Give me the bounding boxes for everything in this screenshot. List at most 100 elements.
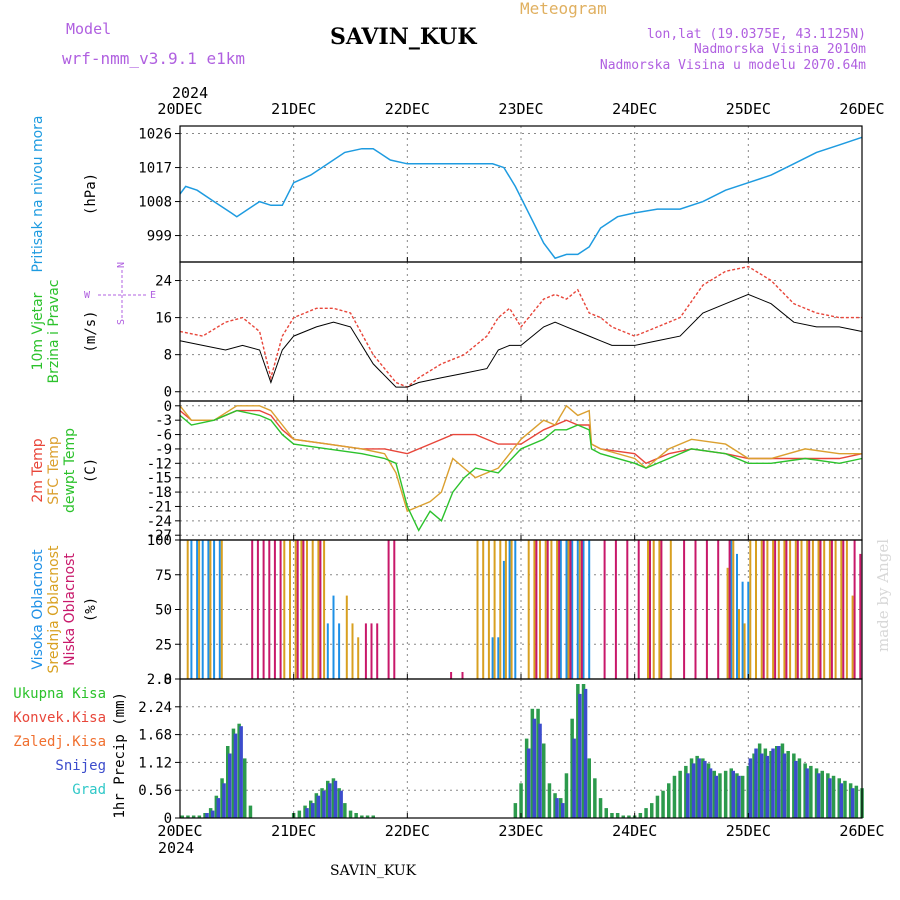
bar [627,815,631,818]
bar [256,540,259,679]
bar [644,808,648,818]
bar [228,753,232,818]
bar [237,723,241,818]
bar [542,743,546,818]
bar [703,760,707,818]
bar [216,798,221,818]
bar [289,540,291,679]
bar [502,560,505,679]
bar [780,743,785,818]
credit-label: made by Angel [874,539,892,652]
bar [728,540,731,679]
bar [578,693,582,818]
bar [314,793,319,818]
bar [208,808,213,818]
bar [186,815,190,818]
bar [191,815,196,818]
bar [763,748,768,818]
bar [207,540,210,679]
station-title: SAVIN_KUK [330,24,477,50]
bar [201,540,204,679]
y-tick-label: -24 [147,514,172,530]
y-tick-label: 1017 [138,161,172,177]
bar [326,780,330,818]
y-tick-label: 1.68 [138,728,172,744]
bar [576,540,579,679]
panel-frame [179,261,863,402]
bar [794,760,798,818]
bar [268,540,271,679]
y-tick-label: -15 [147,471,172,487]
y-tick-label: 75 [155,568,172,584]
bar [306,540,308,679]
bar [243,758,247,818]
side-label: Niska Oblacnost [62,553,78,666]
y-tick-label: 0 [164,399,172,415]
bar [205,813,209,818]
bar [655,795,660,818]
bar [357,637,360,679]
compass-w: W [84,290,91,301]
bar [524,738,529,818]
bar [694,540,697,679]
bar [190,540,193,679]
bar [828,540,831,679]
bar [831,775,836,818]
bar [837,778,841,818]
bar [559,540,562,679]
x-tick-label-top: 22DEC [385,100,430,118]
bar [598,798,603,818]
bar [848,783,853,819]
bar [283,540,286,679]
bar [621,815,625,818]
bar [800,540,803,679]
bar [320,788,324,818]
bar [536,708,540,818]
bar [546,540,549,679]
bar [220,778,224,818]
series-line [179,409,863,465]
bar [741,581,744,679]
bar [820,770,824,818]
bar [561,803,565,818]
y-tick-label: -12 [147,456,172,472]
bar [717,540,720,679]
bar [376,623,379,679]
bar [759,753,764,818]
y-tick-label: -3 [155,413,172,429]
bar [796,540,799,679]
x-tick-label-top: 26DEC [839,100,884,118]
y-tick-label: -9 [155,442,172,458]
bar [705,540,708,679]
bar [203,813,207,818]
bar [196,540,199,679]
model-name: wrf-nmm_v3.9.1 e1km [62,49,245,68]
bar [805,768,809,818]
bar [497,637,500,679]
side-label: Srednja Oblacnost [46,545,62,673]
side-label: 10m Vjetar [30,292,46,370]
bar [303,805,307,818]
bar [567,540,570,679]
compass-n: N [116,262,127,268]
bar [706,763,711,818]
bar [331,778,336,818]
side-label: dewpt Temp [62,428,78,513]
x-tick-label-bottom: 24DEC [612,822,657,840]
bar [582,540,585,679]
bar [701,758,705,818]
bar [558,540,561,679]
y-axis-label: (hPa) [83,173,99,215]
bar [544,540,547,679]
bar [789,540,792,679]
series-line [179,404,862,513]
bar [814,768,819,818]
bar [806,540,809,679]
side-label: Brzina i Pravac [46,280,62,384]
bar [587,758,591,818]
bar [550,540,553,679]
bar [482,540,485,679]
bar [683,540,686,679]
legend-label: Konvek.Kisa [13,710,106,726]
altitude-label: Nadmorska Visina 2010m [694,42,866,57]
